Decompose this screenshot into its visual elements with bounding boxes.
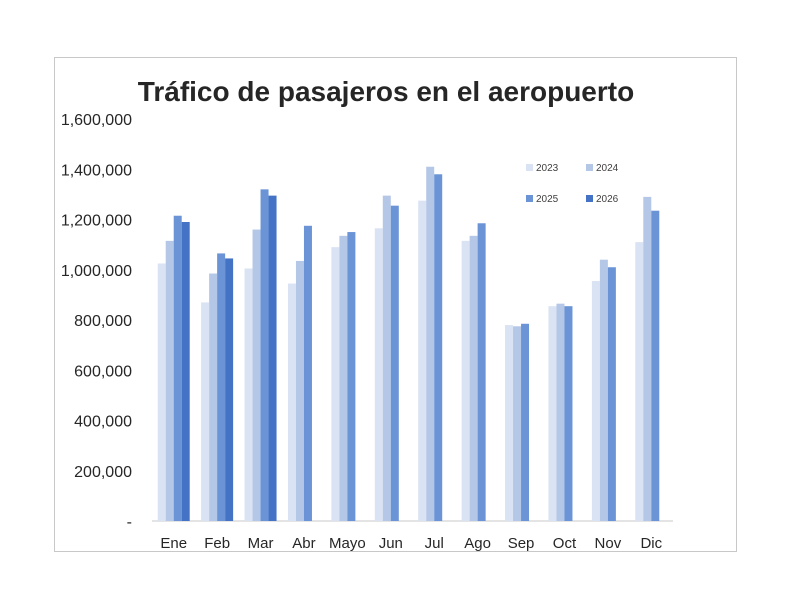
bar-2023-Ene bbox=[157, 263, 166, 521]
bar-2025-Oct bbox=[564, 306, 573, 521]
bar-2024-Mar bbox=[252, 229, 261, 522]
x-tick-label: Ago bbox=[464, 535, 491, 552]
bar-2023-Feb bbox=[201, 302, 210, 521]
bar-2025-Nov bbox=[607, 267, 616, 521]
y-tick-label: 1,600,000 bbox=[61, 112, 132, 129]
bar-2025-Mayo bbox=[347, 232, 356, 521]
bar-2025-Ago bbox=[477, 223, 486, 522]
y-tick-label: 800,000 bbox=[74, 313, 132, 330]
bar-2026-Feb bbox=[225, 258, 234, 521]
bar-2024-Ago bbox=[469, 235, 478, 522]
legend-swatch-2025 bbox=[526, 195, 533, 202]
y-tick-label: 1,000,000 bbox=[61, 263, 132, 280]
x-tick-label: Mar bbox=[248, 535, 274, 552]
x-tick-label: Jul bbox=[425, 535, 444, 552]
x-tick-label: Feb bbox=[204, 535, 230, 552]
bar-2023-Ago bbox=[461, 240, 470, 521]
bar-2025-Dic bbox=[651, 210, 660, 522]
bar-2024-Mayo bbox=[339, 235, 348, 522]
x-tick-label: Ene bbox=[160, 535, 187, 552]
x-tick-label: Mayo bbox=[329, 535, 366, 552]
bar-2023-Mar bbox=[244, 268, 253, 521]
y-tick-label: - bbox=[127, 514, 132, 531]
bar-2025-Jun bbox=[390, 205, 399, 521]
bar-2023-Sep bbox=[505, 325, 514, 521]
x-tick-label: Oct bbox=[553, 535, 577, 552]
bar-2023-Abr bbox=[287, 283, 296, 521]
legend: 2023 2024 2025 2026 bbox=[526, 163, 619, 205]
x-tick-label: Abr bbox=[292, 535, 315, 552]
bar-2025-Mar bbox=[260, 189, 269, 521]
bar-2024-Jun bbox=[382, 195, 391, 521]
legend-swatch-2026 bbox=[586, 195, 593, 202]
bar-2023-Jun bbox=[374, 228, 383, 521]
bar-2024-Jul bbox=[426, 166, 435, 522]
y-tick-label: 600,000 bbox=[74, 363, 132, 380]
bar-2025-Ene bbox=[173, 215, 182, 521]
bar-2026-Ene bbox=[181, 222, 190, 521]
x-tick-label: Nov bbox=[595, 535, 622, 552]
bar-2025-Feb bbox=[217, 253, 226, 521]
bar-2023-Nov bbox=[591, 281, 600, 521]
y-tick-label: 400,000 bbox=[74, 414, 132, 431]
legend-label: 2026 bbox=[596, 194, 619, 205]
bar-2025-Sep bbox=[521, 323, 530, 521]
x-tick-label: Sep bbox=[508, 535, 535, 552]
bar-2024-Ene bbox=[165, 240, 174, 521]
bars bbox=[157, 166, 660, 522]
legend-label: 2023 bbox=[536, 163, 559, 174]
x-tick-label: Jun bbox=[379, 535, 403, 552]
bar-2025-Jul bbox=[434, 174, 443, 521]
bar-2024-Nov bbox=[599, 259, 608, 521]
legend-swatch-2024 bbox=[586, 164, 593, 171]
bar-2024-Abr bbox=[295, 260, 304, 521]
bar-2023-Mayo bbox=[331, 247, 340, 521]
bar-2024-Oct bbox=[556, 303, 565, 521]
y-tick-label: 200,000 bbox=[74, 464, 132, 481]
y-tick-label: 1,200,000 bbox=[61, 213, 132, 230]
bar-2024-Sep bbox=[513, 326, 522, 521]
legend-label: 2025 bbox=[536, 194, 559, 205]
bar-2023-Jul bbox=[418, 200, 427, 521]
legend-swatch-2023 bbox=[526, 164, 533, 171]
y-tick-label: 1,400,000 bbox=[61, 162, 132, 179]
legend-label: 2024 bbox=[596, 163, 619, 174]
x-tick-label: Dic bbox=[640, 535, 662, 552]
bar-2026-Mar bbox=[268, 195, 277, 521]
bar-2024-Feb bbox=[209, 273, 218, 521]
axes: - 200,000 400,000 600,000 800,000 1,000,000 1,… bbox=[61, 112, 673, 552]
bar-2023-Oct bbox=[548, 306, 557, 521]
chart-title: Tráfico de pasajeros en el aeropuerto bbox=[137, 76, 635, 107]
bar-2024-Dic bbox=[643, 196, 652, 521]
bar-2025-Abr bbox=[303, 225, 312, 521]
bar-2023-Dic bbox=[635, 242, 644, 522]
